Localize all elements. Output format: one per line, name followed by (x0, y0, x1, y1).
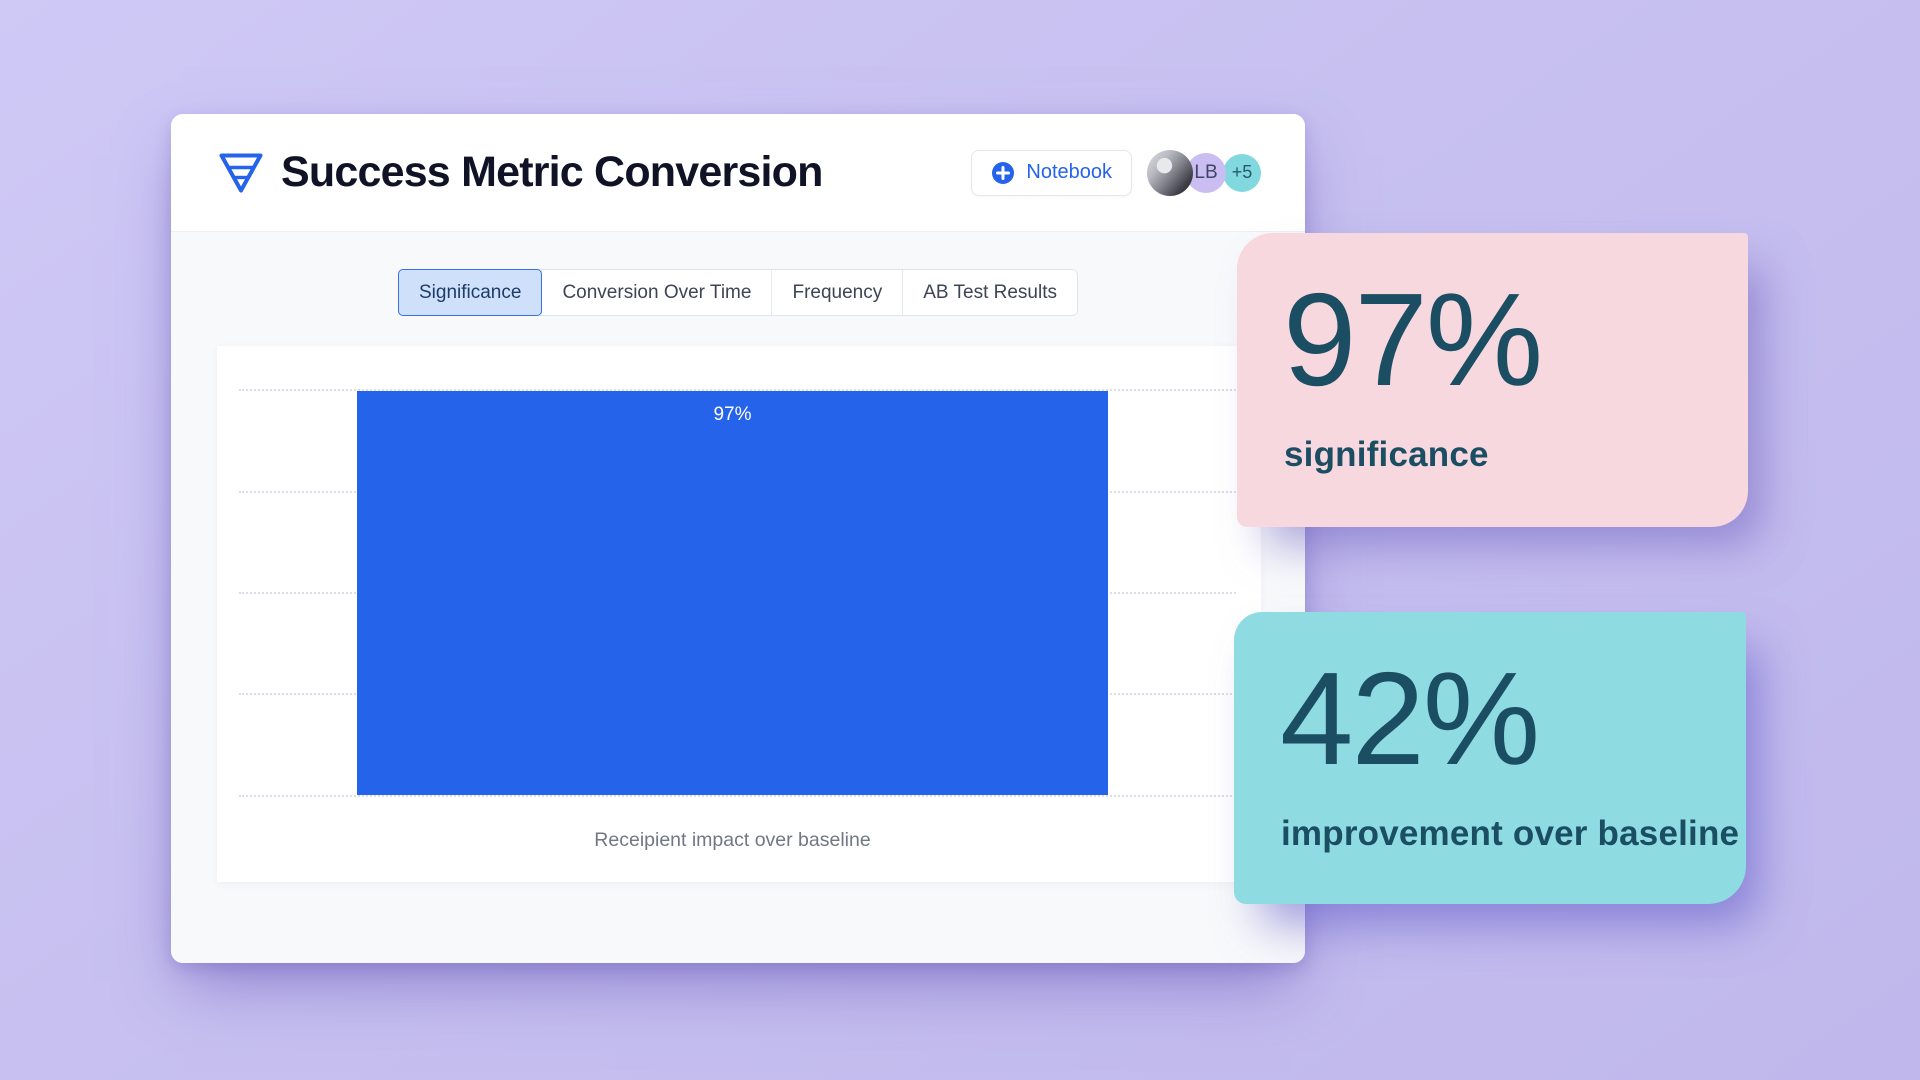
gridline-100 (239, 389, 1236, 391)
gridline-0 (239, 795, 1236, 797)
tab-bar: Significance Conversion Over Time Freque… (397, 269, 1079, 316)
significance-bar[interactable]: 97% (357, 391, 1108, 795)
significance-value: 97% (1283, 266, 1543, 413)
avatar-more-count[interactable]: +5 (1223, 153, 1261, 192)
improvement-value: 42% (1280, 645, 1540, 792)
card-header: Success Metric Conversion Notebook LB +5 (171, 114, 1305, 232)
chart-panel: 97% Receipient impact over baseline (217, 346, 1261, 882)
significance-callout-card: 97% significance (1237, 233, 1748, 527)
page-title: Success Metric Conversion (281, 148, 823, 196)
avatar-stack: LB +5 (1147, 149, 1261, 196)
avatar-photo[interactable] (1147, 149, 1193, 196)
tab-ab-test-results[interactable]: AB Test Results (902, 270, 1078, 315)
bar-value-label: 97% (713, 404, 752, 425)
x-axis-label: Receipient impact over baseline (594, 829, 871, 851)
tab-frequency[interactable]: Frequency (771, 270, 903, 315)
plus-circle-icon (992, 161, 1015, 184)
notebook-button-label: Notebook (1026, 161, 1112, 183)
tab-conversion-over-time[interactable]: Conversion Over Time (541, 270, 772, 315)
notebook-button[interactable]: Notebook (971, 149, 1132, 196)
improvement-callout-card: 42% improvement over baseline (1234, 612, 1746, 904)
tab-significance[interactable]: Significance (397, 269, 543, 316)
funnel-icon (219, 153, 263, 192)
card-body: Significance Conversion Over Time Freque… (171, 232, 1305, 963)
improvement-label: improvement over baseline (1281, 814, 1740, 853)
metrics-card: Success Metric Conversion Notebook LB +5… (171, 114, 1305, 963)
significance-label: significance (1284, 435, 1489, 474)
